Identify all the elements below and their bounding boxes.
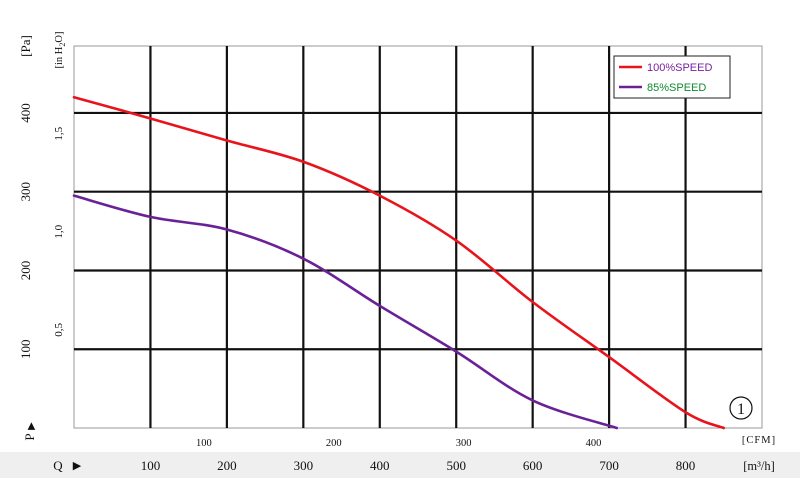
p-axis-marker: P bbox=[22, 433, 37, 440]
x-tick-label-m3h: 700 bbox=[599, 458, 619, 473]
x-tick-label-cfm: 300 bbox=[456, 438, 472, 449]
y-tick-label-pa: 200 bbox=[18, 261, 33, 281]
bottom-axis-band bbox=[0, 452, 800, 478]
x-tick-label-cfm: 100 bbox=[196, 438, 212, 449]
y-tick-label-inh2o: 1,5 bbox=[53, 126, 65, 140]
q-axis-marker: Q bbox=[53, 458, 63, 473]
legend-label: 100%SPEED bbox=[647, 62, 712, 74]
y-unit-pa: [Pa] bbox=[18, 35, 33, 57]
x-tick-label-cfm: 400 bbox=[586, 438, 602, 449]
x-tick-label-m3h: 400 bbox=[370, 458, 390, 473]
y-tick-label-pa: 400 bbox=[18, 103, 33, 123]
series-line-2 bbox=[72, 194, 619, 430]
curve-number-circle bbox=[729, 396, 753, 420]
legend-label: 85%SPEED bbox=[647, 82, 706, 94]
curve-number-label: 1 bbox=[737, 401, 745, 418]
p-arrow-icon: ▶ bbox=[26, 422, 37, 430]
y-tick-label-inh2o: 1,0 bbox=[53, 224, 65, 238]
plot-frame bbox=[73, 45, 763, 429]
x-tick-label-m3h: 300 bbox=[294, 458, 314, 473]
x-tick-label-m3h: 200 bbox=[217, 458, 237, 473]
x-tick-label-m3h: 600 bbox=[523, 458, 543, 473]
y-tick-label-inh2o: 0,5 bbox=[53, 323, 65, 337]
legend-box bbox=[613, 55, 731, 99]
x-tick-label-m3h: 500 bbox=[446, 458, 466, 473]
x-tick-label-m3h: 800 bbox=[676, 458, 696, 473]
x-unit-cfm: [CFM] bbox=[742, 435, 776, 446]
x-tick-label-m3h: 100 bbox=[141, 458, 161, 473]
x-unit-m3h: [m³/h] bbox=[743, 459, 775, 473]
x-tick-label-cfm: 200 bbox=[326, 438, 342, 449]
series-line-1 bbox=[72, 95, 726, 430]
y-unit-inh2o: [in H2O] bbox=[54, 32, 67, 69]
y-tick-label-pa: 300 bbox=[18, 182, 33, 202]
y-tick-label-pa: 100 bbox=[18, 339, 33, 359]
q-arrow-icon: ▶ bbox=[73, 459, 82, 472]
